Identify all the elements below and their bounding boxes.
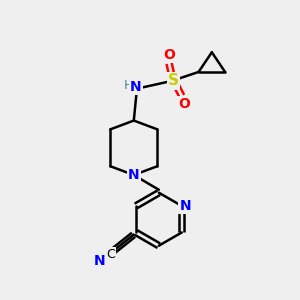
Text: O: O xyxy=(163,48,175,62)
Text: H: H xyxy=(124,79,133,92)
Text: C: C xyxy=(106,248,115,261)
Text: N: N xyxy=(130,80,142,94)
Text: N: N xyxy=(179,199,191,213)
Text: N: N xyxy=(94,254,106,268)
Text: N: N xyxy=(128,168,140,182)
Text: S: S xyxy=(168,73,179,88)
Text: O: O xyxy=(178,98,190,111)
